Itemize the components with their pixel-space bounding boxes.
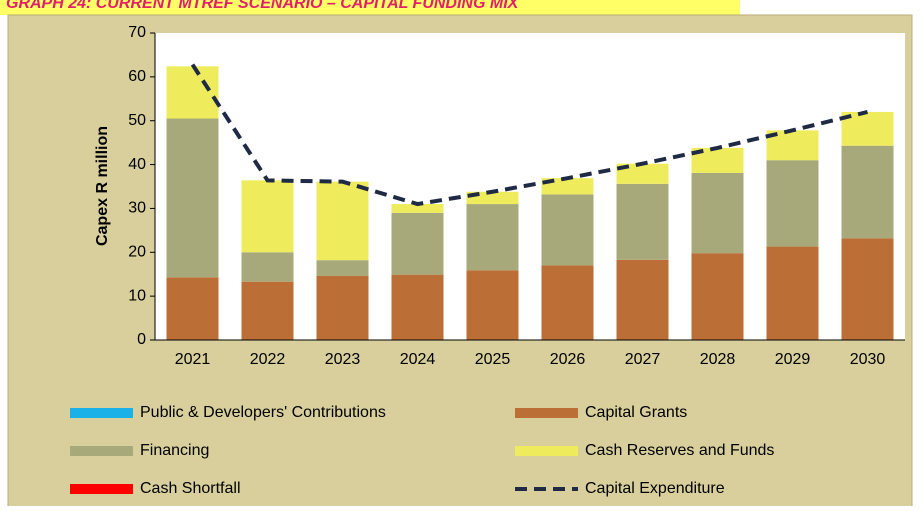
title-band	[0, 0, 740, 15]
bar-segment	[841, 145, 894, 239]
chart-title: GRAPH 24: CURRENT MTREF SCENARIO – CAPIT…	[6, 0, 520, 12]
bar-segment	[391, 204, 444, 213]
x-tick-label: 2023	[325, 351, 361, 368]
bar-segment	[691, 172, 744, 254]
bar-segment	[241, 180, 294, 253]
x-tick-label: 2021	[175, 351, 211, 368]
y-tick-label: 30	[128, 200, 146, 217]
bar-segment	[616, 183, 669, 260]
y-tick-label: 20	[128, 244, 146, 261]
bar-segment	[766, 246, 819, 340]
bar-segment	[541, 194, 594, 266]
bar-segment	[166, 66, 219, 119]
legend-label: Public & Developers' Contributions	[140, 404, 386, 421]
x-tick-label: 2022	[250, 351, 286, 368]
bar-segment	[766, 160, 819, 247]
x-tick-label: 2026	[550, 351, 586, 368]
bar-segment	[841, 238, 894, 340]
y-tick-label: 70	[128, 24, 146, 41]
bar-segment	[316, 275, 369, 340]
legend-swatch	[70, 408, 133, 418]
legend-label: Capital Grants	[585, 404, 687, 421]
bar-segment	[316, 260, 369, 276]
x-tick-label: 2030	[850, 351, 886, 368]
y-tick-label: 50	[128, 112, 146, 129]
line-series	[190, 63, 868, 207]
legend-label: Cash Shortfall	[140, 480, 241, 497]
legend-swatch	[515, 446, 578, 456]
legend-swatch	[70, 484, 133, 494]
y-axis-label: Capex R million	[94, 126, 111, 246]
x-tick-label: 2028	[700, 351, 736, 368]
legend-label: Capital Expenditure	[585, 480, 725, 497]
y-tick-label: 60	[128, 68, 146, 85]
bar-segment	[166, 118, 219, 278]
bar-segment	[391, 212, 444, 275]
legend-swatch	[515, 408, 578, 418]
bar-segment	[391, 274, 444, 340]
y-tick-label: 10	[128, 287, 146, 304]
bar-segment	[616, 259, 669, 340]
bar-segment	[541, 265, 594, 340]
x-tick-label: 2027	[625, 351, 661, 368]
legend-label: Cash Reserves and Funds	[585, 442, 774, 459]
legend-label: Financing	[140, 442, 209, 459]
bar-segment	[166, 277, 219, 340]
y-tick-label: 0	[137, 331, 146, 348]
bar-segment	[316, 181, 369, 261]
x-tick-label: 2029	[775, 351, 811, 368]
x-tick-label: 2024	[400, 351, 436, 368]
legend-swatch	[70, 446, 133, 456]
bar-segment	[466, 270, 519, 340]
y-tick-label: 40	[128, 156, 146, 173]
bar-segment	[691, 253, 744, 340]
bar-segment	[241, 252, 294, 282]
x-tick-label: 2025	[475, 351, 511, 368]
bar-segment	[616, 163, 669, 184]
bar-segment	[241, 281, 294, 340]
bar-segment	[466, 204, 519, 271]
